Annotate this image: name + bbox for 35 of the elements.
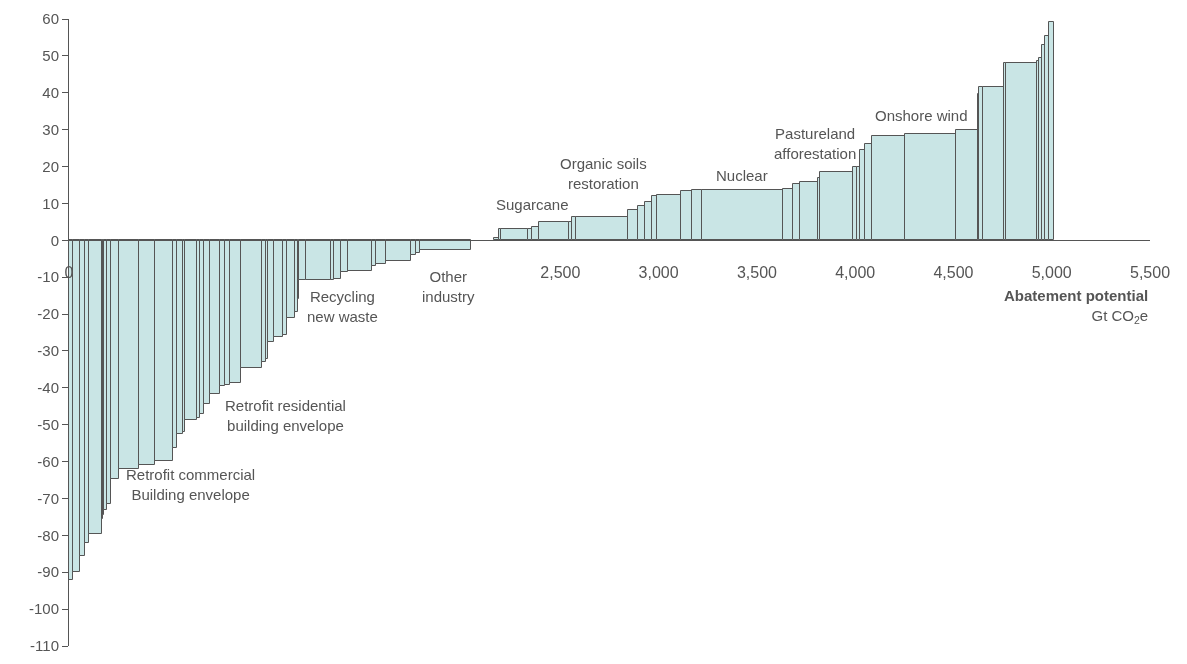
y-tick-label: -80 [37, 526, 59, 544]
y-tick-label: -100 [28, 600, 59, 618]
annotation: Retrofit residential building envelope [225, 397, 346, 434]
x-tick-label: 4,000 [835, 264, 876, 282]
annotation: Recycling new waste [307, 288, 378, 325]
y-tick-label: 40 [42, 84, 59, 102]
y-tick-label: 10 [42, 194, 59, 212]
annotation: Sugarcane [496, 196, 569, 213]
y-tick-label: -110 [30, 637, 59, 655]
y-tick-label: 0 [50, 231, 59, 249]
annotation: Nuclear [716, 167, 768, 184]
annotation: Retrofit commercial Building envelope [126, 466, 256, 503]
y-tick-label: -60 [37, 452, 59, 470]
y-tick-label: -70 [37, 489, 59, 507]
y-tick-label: -30 [37, 342, 59, 360]
y-tick-label: -10 [37, 268, 59, 286]
annotation: Organic soils restoration [560, 155, 647, 192]
x-axis-title: Abatement potential Gt CO$_{2}$e [1004, 287, 1149, 326]
y-tick-label: -50 [37, 415, 59, 433]
y-tick-label: 50 [42, 47, 59, 65]
x-tick-label: 5,500 [1129, 264, 1171, 282]
annotation: Pastureland afforestation [774, 125, 857, 162]
annotation: Other industry [422, 268, 476, 305]
x-tick-label: 2,500 [540, 264, 581, 282]
y-tick-label: 30 [42, 120, 59, 138]
y-tick-label: -40 [37, 379, 59, 397]
y-tick-label: 60 [42, 10, 59, 28]
annotation: Onshore wind [875, 107, 968, 124]
y-tick-label: 20 [42, 157, 59, 175]
y-tick-label: -90 [37, 563, 59, 581]
y-tick-label: -20 [37, 305, 59, 323]
x-tick-label: 4,500 [933, 264, 974, 282]
x-tick-label: 3,000 [638, 264, 679, 282]
x-tick-label: 3,500 [736, 264, 778, 282]
x-tick-label: 5,000 [1031, 264, 1072, 282]
